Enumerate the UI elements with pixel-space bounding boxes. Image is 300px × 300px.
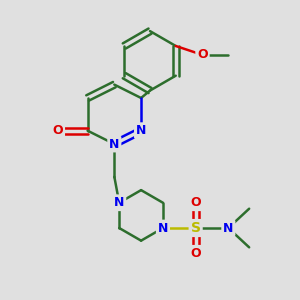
Text: S: S — [191, 221, 201, 235]
Text: O: O — [197, 48, 208, 62]
Text: N: N — [109, 138, 119, 151]
Text: O: O — [52, 124, 63, 137]
Text: N: N — [158, 221, 168, 235]
Text: O: O — [190, 196, 201, 209]
Text: N: N — [114, 196, 124, 209]
Text: N: N — [223, 221, 233, 235]
Text: N: N — [136, 124, 146, 137]
Text: O: O — [190, 247, 201, 260]
